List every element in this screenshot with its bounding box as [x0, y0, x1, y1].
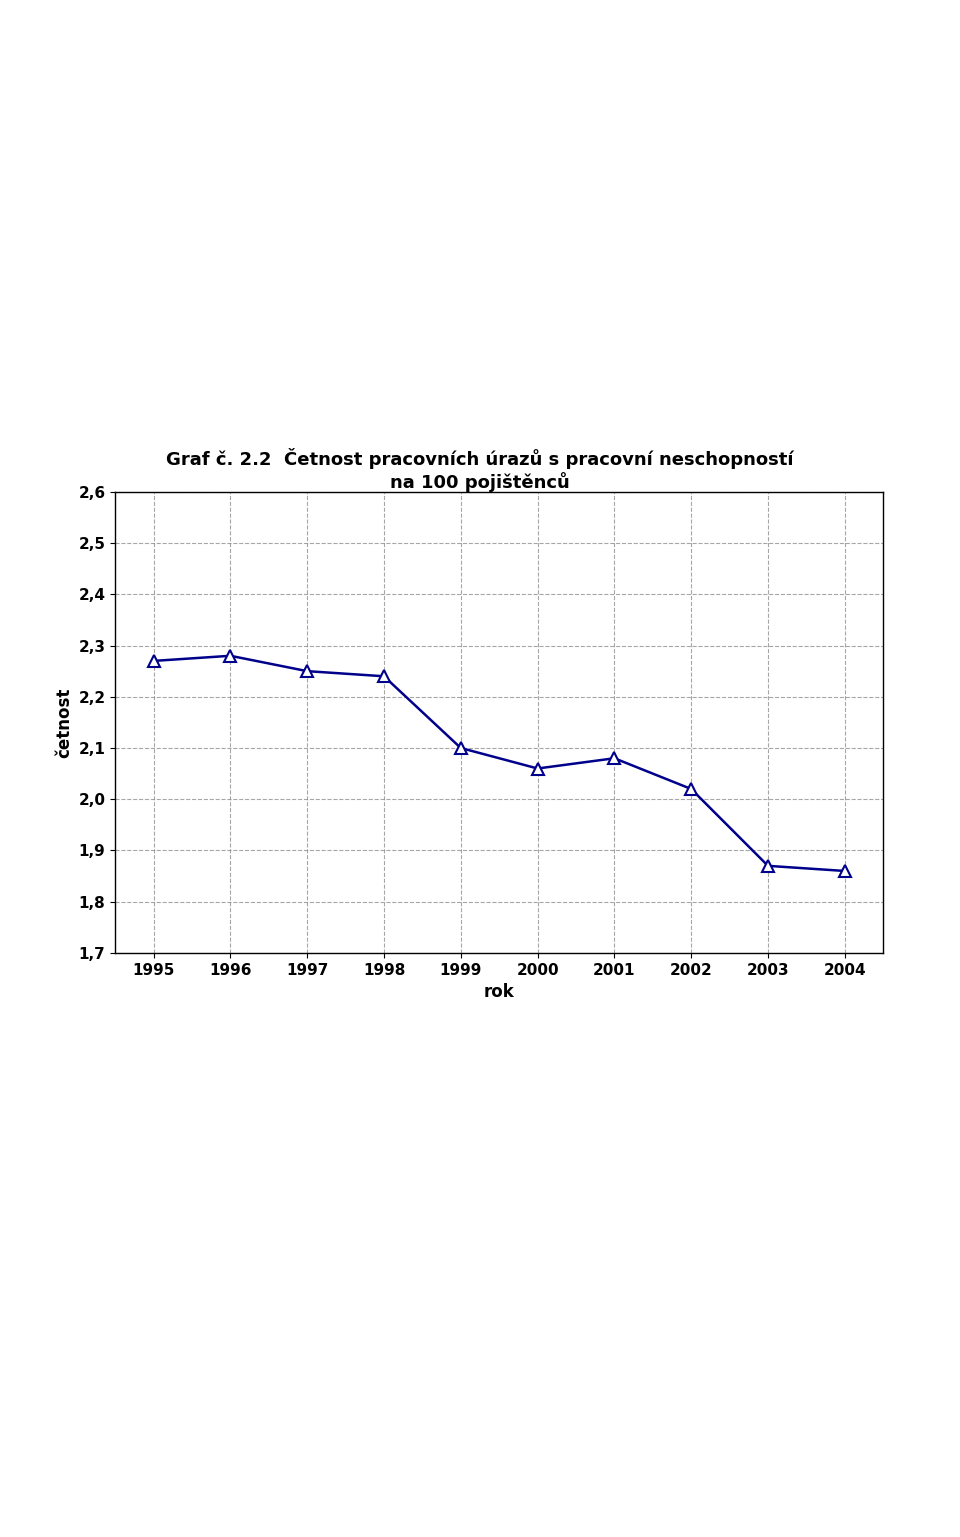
Y-axis label: četnost: četnost [55, 687, 73, 758]
X-axis label: rok: rok [484, 984, 515, 1001]
Text: na 100 pojištěnců: na 100 pojištěnců [390, 472, 570, 492]
Text: Graf č. 2.2  Četnost pracovních úrazů s pracovní neschopností: Graf č. 2.2 Četnost pracovních úrazů s p… [166, 447, 794, 469]
